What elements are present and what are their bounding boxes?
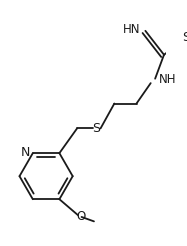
Text: O: O <box>76 210 86 223</box>
Text: N: N <box>20 146 30 159</box>
Text: NH: NH <box>159 73 176 86</box>
Text: HN: HN <box>123 23 140 36</box>
Text: S: S <box>93 122 101 135</box>
Text: S: S <box>182 31 187 44</box>
